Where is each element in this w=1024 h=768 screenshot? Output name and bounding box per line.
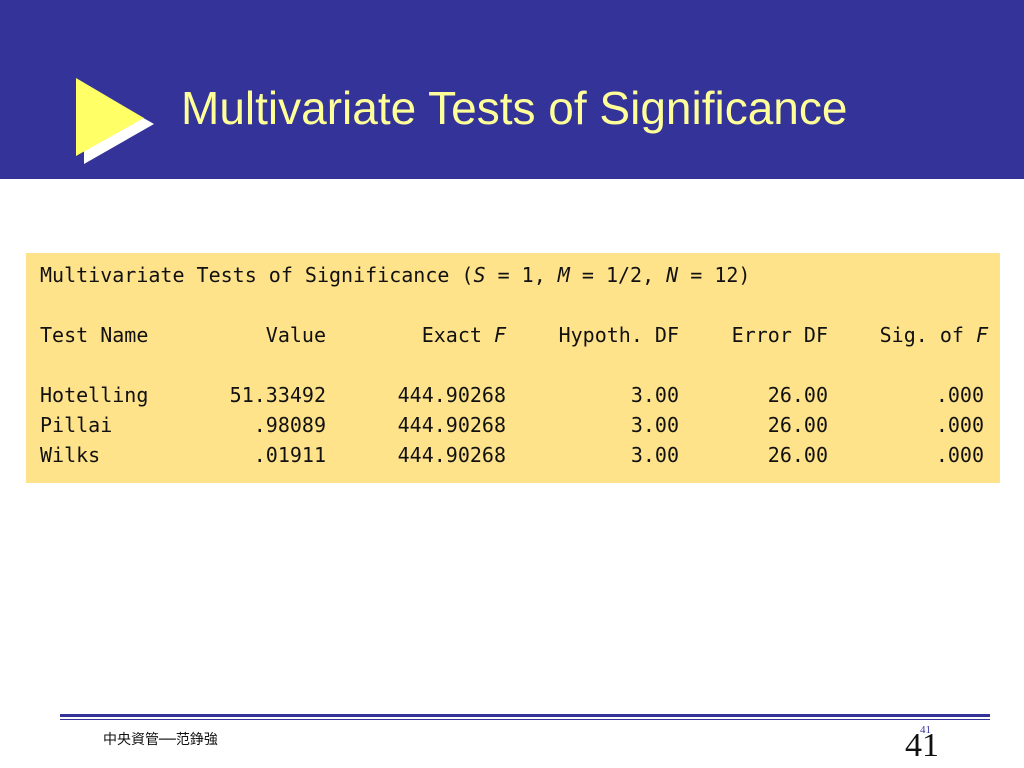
col-header-error-df: Error DF bbox=[731, 323, 828, 347]
row-hotelling-name: Hotelling bbox=[40, 383, 149, 407]
footer-divider-thick bbox=[60, 714, 990, 717]
footer-author: 中央資管──范錚強 bbox=[103, 732, 218, 748]
row-pillai-name: Pillai bbox=[40, 413, 113, 437]
row-pillai-error-df: 26.00 bbox=[767, 413, 828, 437]
row-wilks-sig: .000 bbox=[935, 443, 984, 467]
row-hotelling-exact-f: 444.90268 bbox=[397, 383, 506, 407]
row-pillai-sig: .000 bbox=[935, 413, 984, 437]
col-header-value: Value bbox=[265, 323, 326, 347]
slide-title: Multivariate Tests of Significance bbox=[181, 82, 848, 134]
row-wilks-value: .01911 bbox=[253, 443, 326, 467]
row-wilks-exact-f: 444.90268 bbox=[397, 443, 506, 467]
page-number-small: 41 bbox=[920, 724, 931, 736]
play-triangle-icon bbox=[76, 78, 154, 164]
col-header-exact-f: Exact F bbox=[421, 323, 506, 347]
row-wilks-error-df: 26.00 bbox=[767, 443, 828, 467]
col-header-hypoth-df: Hypoth. DF bbox=[558, 323, 679, 347]
footer-divider-thin bbox=[60, 719, 990, 720]
col-header-test-name: Test Name bbox=[40, 323, 149, 347]
row-wilks-hypoth-df: 3.00 bbox=[630, 443, 679, 467]
row-hotelling-hypoth-df: 3.00 bbox=[630, 383, 679, 407]
row-hotelling-sig: .000 bbox=[935, 383, 984, 407]
row-hotelling-error-df: 26.00 bbox=[767, 383, 828, 407]
row-hotelling-value: 51.33492 bbox=[229, 383, 326, 407]
output-heading: Multivariate Tests of Significance (S = … bbox=[40, 263, 751, 287]
spss-output-box: Multivariate Tests of Significance (S = … bbox=[26, 253, 1000, 483]
page-number: 41 bbox=[905, 727, 939, 764]
row-pillai-exact-f: 444.90268 bbox=[397, 413, 506, 437]
slide-header: Multivariate Tests of Significance bbox=[0, 0, 1024, 179]
col-header-sig-f: Sig. of F bbox=[879, 323, 988, 347]
row-wilks-name: Wilks bbox=[40, 443, 101, 467]
row-pillai-hypoth-df: 3.00 bbox=[630, 413, 679, 437]
row-pillai-value: .98089 bbox=[253, 413, 326, 437]
